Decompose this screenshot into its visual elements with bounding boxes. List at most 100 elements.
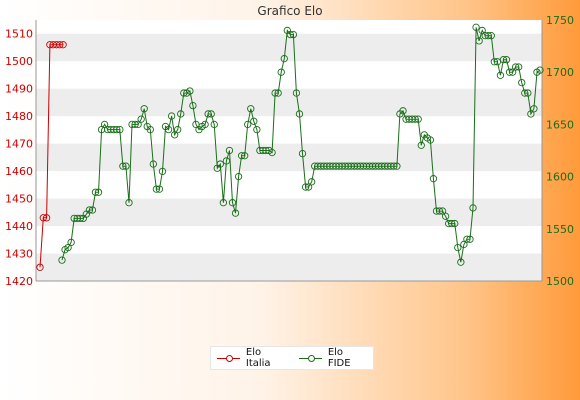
data-point-elo-fide	[277, 68, 285, 76]
data-point-elo-italia	[42, 214, 51, 222]
data-point-elo-fide	[487, 32, 495, 40]
data-point-elo-fide	[244, 120, 252, 129]
left-tick-label: 1420	[5, 275, 33, 288]
grid-band	[36, 88, 542, 117]
data-point-elo-fide	[417, 141, 425, 149]
legend-swatch-elo-fide	[298, 353, 322, 363]
data-point-elo-fide	[64, 243, 72, 252]
data-point-elo-fide	[524, 89, 532, 97]
legend-item-elo-italia[interactable]: Elo Italia	[217, 347, 287, 369]
series-line-elo-fide	[61, 27, 541, 263]
data-point-elo-fide	[429, 175, 438, 183]
data-point-elo-fide	[308, 178, 316, 186]
data-point-elo-fide	[511, 63, 520, 71]
data-point-elo-italia	[39, 214, 47, 222]
data-point-elo-fide	[295, 110, 304, 118]
data-point-elo-fide	[478, 26, 486, 35]
data-point-elo-fide	[390, 162, 398, 170]
data-point-elo-fide	[140, 105, 148, 113]
data-point-elo-fide	[186, 87, 194, 95]
data-point-elo-fide	[304, 183, 313, 191]
right-tick-label: 1700	[546, 66, 574, 79]
data-point-elo-fide	[67, 238, 75, 247]
data-point-elo-fide	[466, 235, 474, 243]
data-point-elo-fide	[527, 110, 535, 118]
grid-band	[36, 198, 542, 227]
data-point-elo-fide	[475, 37, 483, 45]
data-point-elo-fide	[125, 199, 133, 207]
data-point-elo-fide	[137, 115, 145, 123]
data-point-elo-fide	[170, 131, 179, 139]
data-point-elo-fide	[155, 185, 164, 193]
data-point-elo-fide	[225, 146, 234, 155]
data-point-elo-fide	[152, 185, 161, 193]
data-point-elo-fide	[508, 68, 517, 76]
data-point-elo-fide	[88, 206, 97, 214]
data-point-elo-italia	[56, 41, 64, 49]
left-tick-label: 1430	[5, 248, 33, 261]
data-point-elo-fide	[76, 214, 84, 223]
data-point-elo-fide	[484, 32, 492, 40]
right-tick-label: 1550	[546, 223, 574, 236]
data-point-elo-fide	[502, 56, 511, 64]
left-tick-label: 1460	[5, 165, 33, 178]
data-point-elo-fide	[463, 235, 471, 243]
data-point-elo-fide	[274, 89, 282, 97]
data-point-elo-fide	[222, 157, 231, 165]
data-point-elo-fide	[174, 125, 182, 134]
data-point-elo-fide	[85, 206, 94, 214]
data-point-elo-fide	[301, 183, 310, 191]
data-point-elo-fide	[119, 162, 127, 170]
data-point-elo-fide	[268, 148, 276, 157]
data-point-elo-italia	[59, 41, 67, 49]
data-point-elo-fide	[149, 160, 157, 168]
data-point-elo-fide	[134, 120, 142, 129]
data-point-elo-fide	[216, 160, 224, 168]
data-point-elo-fide	[253, 125, 261, 134]
data-point-elo-fide	[515, 63, 523, 71]
legend-swatch-elo-italia	[217, 353, 240, 363]
left-tick-label: 1440	[5, 220, 33, 233]
data-point-elo-fide	[250, 117, 258, 125]
data-point-elo-fide	[234, 172, 243, 181]
data-point-elo-fide	[521, 89, 529, 97]
chart-title: Grafico Elo	[257, 4, 323, 18]
data-point-elo-fide	[448, 219, 456, 228]
data-point-elo-fide	[237, 152, 246, 160]
data-point-elo-fide	[496, 71, 505, 79]
data-point-elo-fide	[100, 120, 109, 129]
data-point-elo-fide	[499, 56, 508, 64]
legend-label-elo-fide: Elo FIDE	[327, 347, 351, 369]
data-point-elo-fide	[146, 125, 154, 134]
data-point-elo-fide	[210, 120, 218, 129]
data-point-elo-fide	[472, 23, 480, 31]
data-point-elo-fide	[530, 105, 538, 113]
series-elo-italia	[36, 41, 67, 271]
data-point-elo-fide	[490, 58, 498, 66]
left-axis-ticks: 1420 1430 1440 1450 1460 1470 1480 1490 1500 1510	[5, 28, 33, 288]
right-tick-label: 1500	[546, 275, 574, 288]
data-point-elo-fide	[131, 120, 139, 129]
right-tick-label: 1750	[546, 14, 574, 27]
data-point-elo-fide	[393, 162, 401, 170]
left-tick-label: 1480	[5, 110, 33, 123]
left-tick-label: 1450	[5, 193, 33, 206]
data-point-elo-fide	[231, 209, 240, 217]
data-point-elo-fide	[280, 54, 288, 63]
data-point-elo-fide	[454, 243, 462, 252]
data-point-elo-fide	[241, 152, 249, 160]
data-point-elo-fide	[113, 125, 121, 134]
legend-item-elo-fide[interactable]: Elo FIDE	[298, 347, 367, 369]
data-point-elo-fide	[207, 110, 215, 118]
data-point-elo-fide	[116, 125, 124, 134]
data-point-elo-fide	[289, 30, 298, 39]
data-point-elo-fide	[271, 89, 279, 97]
data-point-elo-fide	[158, 167, 167, 176]
grid-band	[36, 253, 542, 281]
left-tick-label: 1490	[5, 83, 33, 96]
data-point-elo-fide	[58, 256, 66, 264]
data-point-elo-fide	[247, 105, 255, 113]
data-point-elo-fide	[451, 219, 459, 228]
left-tick-label: 1500	[5, 55, 33, 68]
